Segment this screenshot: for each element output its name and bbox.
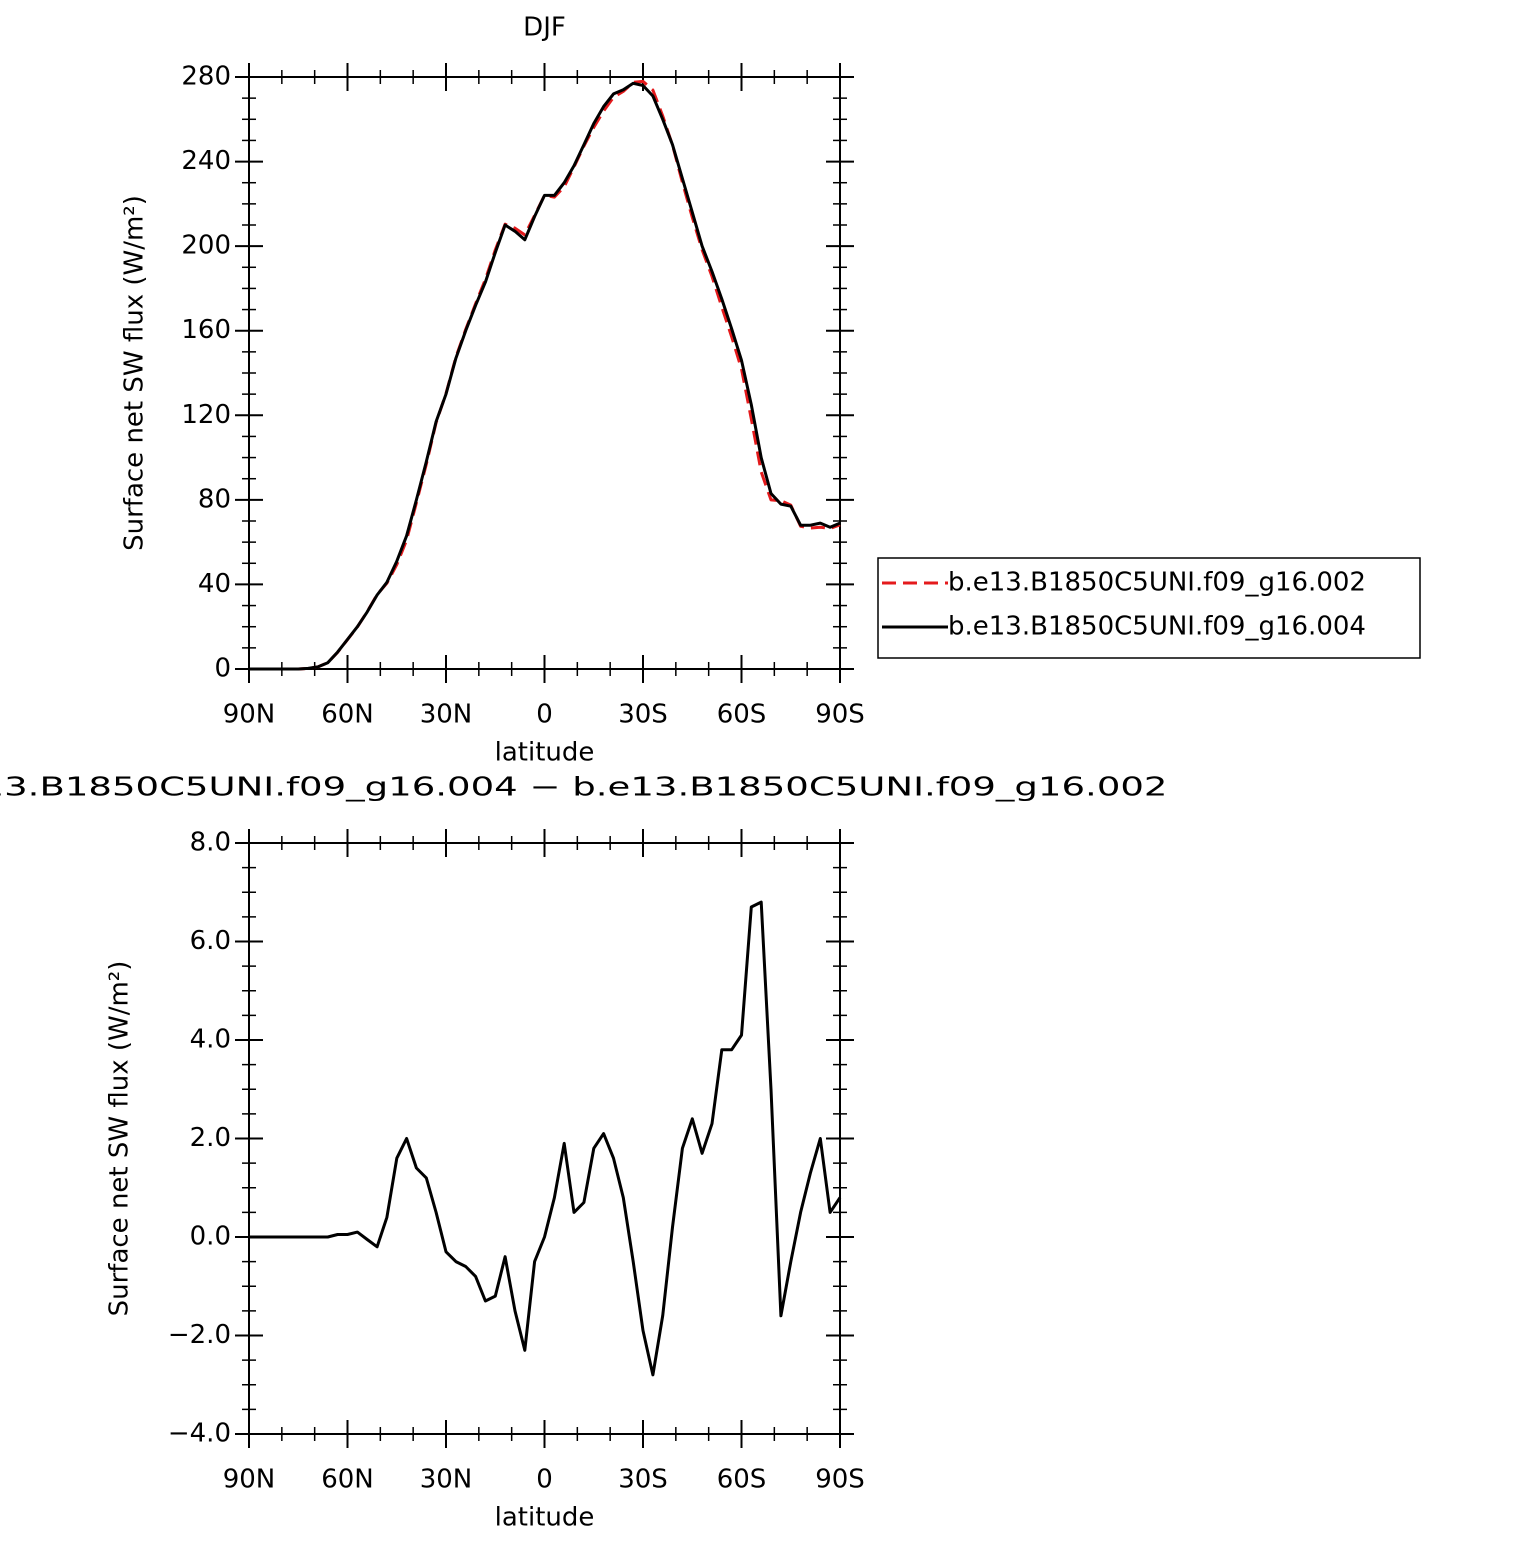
- legend-box: [877, 557, 1421, 659]
- y-tick-label: 280: [181, 62, 231, 92]
- x-tick-label: 60S: [717, 1465, 767, 1495]
- y-tick-label: 8.0: [190, 828, 231, 858]
- y-tick-label: 80: [198, 484, 231, 514]
- chart-title: b.e13.B1850C5UNI.f09_g16.004 − b.e13.B18…: [0, 773, 1168, 803]
- x-tick-label: 90N: [223, 700, 276, 730]
- x-axis-label: latitude: [495, 1503, 595, 1533]
- data-line: [249, 81, 841, 671]
- x-tick-label: 60S: [717, 700, 767, 730]
- plot-frame: [248, 842, 841, 1435]
- y-tick-label: −2.0: [168, 1320, 231, 1350]
- plot-frame: [248, 76, 841, 670]
- x-axis-label: latitude: [495, 738, 595, 768]
- data-line: [249, 900, 842, 1377]
- y-tick-label: 0: [214, 654, 231, 684]
- y-tick-label: 4.0: [190, 1025, 231, 1055]
- y-tick-label: 2.0: [190, 1123, 231, 1153]
- data-line: [249, 79, 841, 671]
- legend-label: b.e13.B1850C5UNI.f09_g16.002: [948, 568, 1366, 598]
- chart-title: DJF: [523, 13, 566, 43]
- y-tick-label: 40: [198, 569, 231, 599]
- x-tick-label: 90S: [815, 1465, 865, 1495]
- y-axis-label: Surface net SW flux (W/m²): [120, 195, 150, 551]
- y-tick-label: 200: [181, 231, 231, 261]
- x-tick-label: 90S: [815, 700, 865, 730]
- legend-label: b.e13.B1850C5UNI.f09_g16.004: [948, 612, 1366, 642]
- x-tick-label: 60N: [321, 1465, 374, 1495]
- x-tick-label: 30N: [420, 700, 473, 730]
- x-tick-label: 30S: [618, 1465, 668, 1495]
- x-tick-label: 30S: [618, 700, 668, 730]
- x-tick-label: 0: [536, 700, 553, 730]
- y-tick-label: 240: [181, 146, 231, 176]
- x-tick-label: 60N: [321, 700, 374, 730]
- y-tick-label: 0.0: [190, 1222, 231, 1252]
- y-tick-label: 160: [181, 315, 231, 345]
- y-tick-label: −4.0: [168, 1419, 231, 1449]
- x-tick-label: 90N: [223, 1465, 276, 1495]
- y-tick-label: 120: [181, 400, 231, 430]
- y-axis-label: Surface net SW flux (W/m²): [105, 961, 135, 1317]
- x-tick-label: 30N: [420, 1465, 473, 1495]
- x-tick-label: 0: [536, 1465, 553, 1495]
- y-tick-label: 6.0: [190, 926, 231, 956]
